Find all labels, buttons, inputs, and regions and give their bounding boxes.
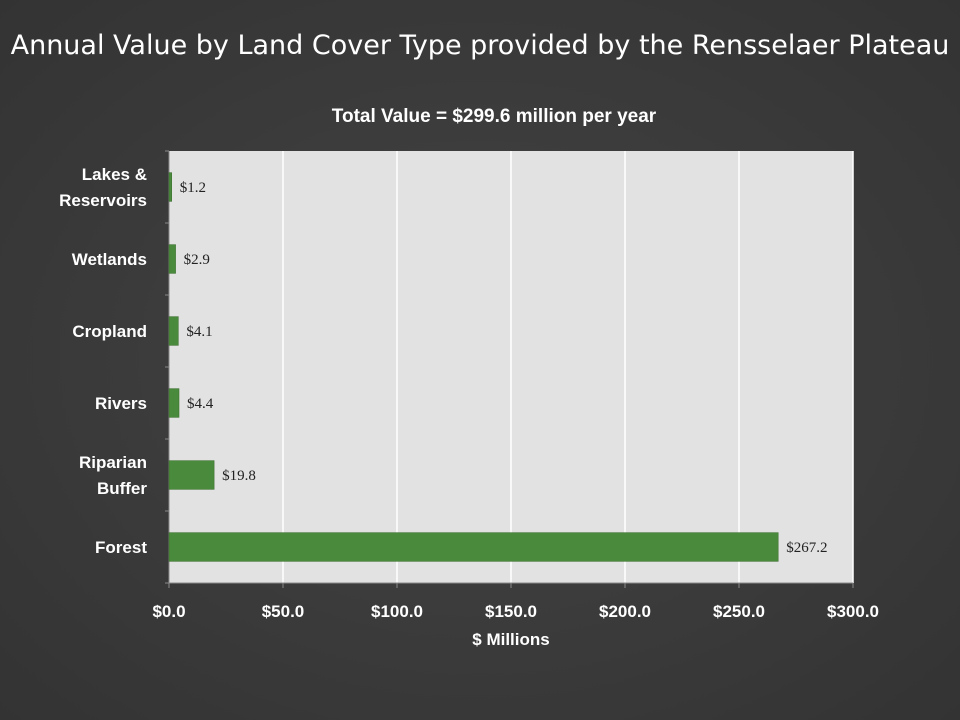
category-label: Cropland — [72, 322, 147, 341]
category-label: Forest — [95, 538, 147, 557]
x-tick-label: $250.0 — [713, 602, 765, 621]
bar-2 — [168, 316, 179, 346]
x-axis-title: $ Millions — [472, 630, 549, 649]
data-label: $19.8 — [222, 468, 256, 484]
bar-0 — [168, 172, 172, 202]
bar-3 — [168, 388, 180, 418]
category-label: Riparian Buffer — [79, 453, 147, 498]
data-label: $2.9 — [184, 252, 210, 268]
bar-4 — [168, 460, 215, 490]
data-label: $4.1 — [186, 324, 212, 340]
x-tick-label: $200.0 — [599, 602, 651, 621]
x-tick-label: $100.0 — [371, 602, 423, 621]
chart-subtitle: Total Value = $299.6 million per year — [332, 106, 657, 127]
x-tick-label: $50.0 — [262, 602, 305, 621]
bar-1 — [168, 244, 176, 274]
category-label: Lakes & Reservoirs — [59, 165, 147, 210]
x-tick-label: $0.0 — [152, 602, 185, 621]
slide-title: Annual Value by Land Cover Type provided… — [10, 30, 950, 61]
x-tick-label: $300.0 — [827, 602, 879, 621]
data-label: $1.2 — [180, 180, 206, 196]
data-label: $267.2 — [786, 540, 827, 556]
category-label: Rivers — [95, 394, 147, 413]
x-tick-label: $150.0 — [485, 602, 537, 621]
data-label: $4.4 — [187, 396, 214, 412]
bar-5 — [168, 532, 779, 562]
category-label: Wetlands — [72, 250, 147, 269]
